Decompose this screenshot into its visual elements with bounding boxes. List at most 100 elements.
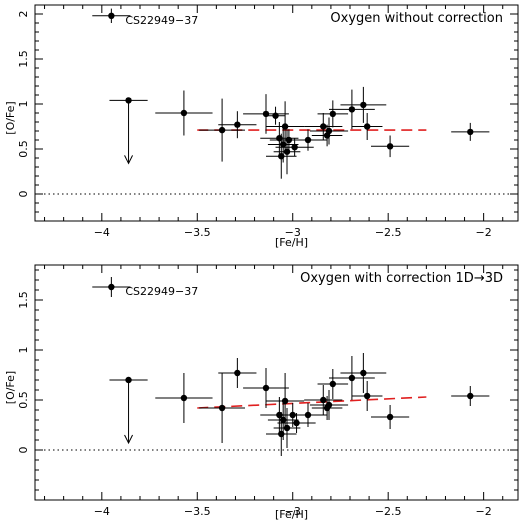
data-point: [288, 403, 328, 427]
y-axis-label: [O/Fe]: [4, 371, 17, 404]
data-point: [266, 373, 305, 429]
y-tick-label: 1.5: [17, 291, 30, 309]
data-marker: [348, 106, 356, 113]
data-marker: [329, 110, 337, 118]
data-marker: [108, 283, 115, 291]
x-tick-label: −4: [94, 505, 110, 518]
star-annotation: CS22949−37: [125, 14, 198, 27]
data-marker: [272, 112, 279, 119]
data-marker: [386, 143, 394, 150]
data-marker: [363, 123, 371, 130]
x-tick-label: −3: [285, 226, 301, 239]
data-marker: [285, 136, 293, 144]
data-marker: [283, 424, 291, 432]
data-marker: [218, 404, 226, 412]
data-point: [371, 135, 410, 158]
data-marker: [386, 413, 394, 421]
data-point: [329, 89, 375, 130]
y-tick-label: 0.5: [17, 140, 30, 158]
x-tick-label: −3: [285, 505, 301, 518]
data-point: [340, 353, 387, 393]
data-point: [92, 277, 131, 297]
upper-limit-arrow: [124, 155, 133, 165]
y-tick-label: 0.5: [17, 391, 30, 409]
panel-top: −4 −3.5 −3 −2.5 −2 0 0.5 1 1.5 2 [Fe/H] [O/Fe] Oxyge…: [4, 4, 519, 249]
data-point: [288, 129, 328, 151]
data-point: [317, 369, 349, 399]
data-point: [304, 385, 343, 415]
plot-frame: [34, 264, 519, 501]
data-point: [218, 358, 257, 388]
data-point: [109, 97, 148, 165]
data-point: [266, 106, 286, 125]
data-point: [340, 86, 387, 123]
upper-limit-arrow: [124, 434, 133, 445]
data-point: [266, 101, 305, 152]
fit-line: [197, 396, 427, 409]
data-marker: [262, 384, 270, 392]
panel-bottom: −4 −3.5 −3 −2.5 −2 0 0.5 1 1.5 [Fe/H] [O/Fe] Oxygen…: [4, 264, 519, 521]
data-point: [371, 405, 410, 429]
y-axis-label: [O/Fe]: [4, 101, 17, 134]
data-point: [309, 390, 349, 420]
data-point: [155, 373, 213, 423]
x-tick-label: −2.5: [375, 505, 402, 518]
x-tick-label: −3.5: [184, 505, 211, 518]
data-point: [317, 100, 349, 128]
data-marker: [291, 144, 298, 151]
data-marker: [467, 128, 474, 136]
data-marker: [467, 392, 474, 400]
x-axis-label: [Fe/H]: [275, 236, 308, 249]
y-tick-label: 2: [17, 11, 30, 18]
data-point: [199, 373, 245, 443]
data-point: [451, 122, 490, 141]
data-point: [109, 376, 148, 445]
data-marker: [180, 109, 188, 117]
data-point: [329, 356, 375, 400]
data-marker: [360, 101, 367, 109]
data-marker: [360, 369, 367, 377]
y-tick-label: 0: [17, 191, 30, 198]
data-point: [275, 138, 314, 157]
data-marker: [329, 380, 337, 388]
y-tick-label: 1: [17, 101, 30, 108]
data-marker: [125, 97, 132, 104]
data-marker: [281, 123, 289, 130]
star-annotation: CS22949−37: [125, 285, 198, 298]
data-marker: [325, 127, 333, 135]
data-point: [309, 117, 349, 145]
data-point: [351, 113, 383, 140]
x-tick-label: −2: [476, 226, 492, 239]
y-tick-label: 1: [17, 347, 30, 354]
data-marker: [293, 419, 300, 427]
data-marker: [363, 392, 371, 400]
x-tick-label: −3.5: [184, 226, 211, 239]
data-marker: [281, 397, 289, 405]
data-marker: [234, 369, 241, 377]
y-tick-label: 1.5: [17, 50, 30, 68]
data-marker: [348, 374, 356, 382]
data-point: [92, 8, 131, 23]
data-marker: [304, 136, 312, 144]
x-axis-label: [Fe/H]: [275, 508, 308, 521]
x-tick-label: −2.5: [375, 226, 402, 239]
data-marker: [304, 411, 312, 419]
data-point: [277, 413, 316, 433]
data-marker: [234, 121, 241, 128]
y-tick-label: 0: [17, 447, 30, 454]
data-marker: [320, 396, 327, 404]
data-point: [218, 111, 257, 139]
panel-title: Oxygen with correction 1D→3D: [300, 271, 503, 286]
data-point: [155, 90, 213, 136]
x-tick-label: −4: [94, 226, 110, 239]
data-marker: [108, 12, 115, 19]
x-tick-label: −2: [476, 505, 492, 518]
data-marker: [320, 123, 327, 130]
data-marker: [218, 126, 226, 134]
data-marker: [325, 401, 333, 409]
panel-title: Oxygen without correction: [330, 11, 503, 26]
data-point: [451, 386, 490, 406]
